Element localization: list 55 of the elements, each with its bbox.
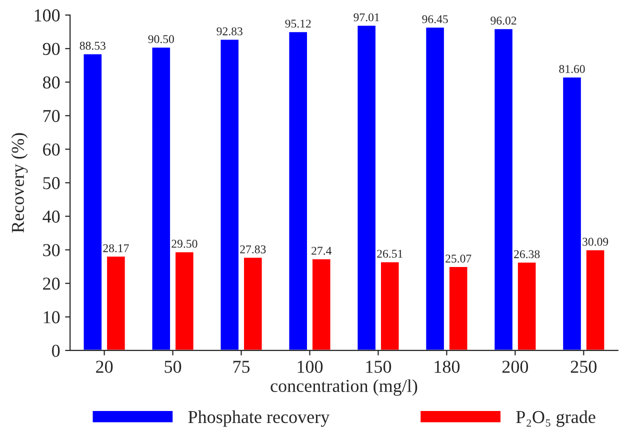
bar	[150, 46, 172, 350]
data-label: 90.50	[148, 35, 174, 44]
data-label: 25.07	[446, 254, 472, 263]
bar	[585, 248, 606, 350]
data-label: 27.83	[240, 245, 266, 254]
y-tick-label: 0	[52, 344, 60, 357]
y-tick-label: 90	[42, 42, 60, 56]
y-tick-label: 40	[42, 210, 60, 223]
bar	[311, 258, 332, 350]
y-tick-label: 50	[43, 177, 60, 190]
data-label: 29.50	[172, 240, 198, 248]
bar	[106, 255, 126, 350]
bar	[356, 24, 377, 350]
bar	[82, 52, 103, 350]
data-label: 96.45	[422, 15, 448, 24]
y-tick-label: 60	[43, 143, 60, 156]
legend-label: Phosphate recovery	[188, 410, 330, 427]
data-label: 88.53	[80, 42, 106, 50]
bar	[174, 250, 195, 350]
legend-label: P₂O₅ grade	[516, 410, 596, 427]
data-label: 26.38	[514, 250, 540, 258]
bar	[448, 266, 469, 350]
y-tick-label: 100	[34, 9, 60, 22]
x-tick-label: 20	[96, 360, 113, 373]
y-tick-label: 80	[42, 76, 60, 89]
data-label: 27.4	[312, 246, 332, 255]
x-tick-label: 150	[366, 360, 392, 373]
x-tick-label: 100	[298, 360, 323, 373]
data-label: 96.02	[490, 16, 516, 25]
x-tick-label: 50	[164, 360, 182, 373]
data-label: 95.12	[285, 20, 311, 28]
bar	[380, 260, 400, 350]
y-tick-label: 10	[44, 311, 60, 324]
bar	[242, 256, 264, 350]
bar	[219, 38, 240, 350]
x-axis-title: concentration (mg/l)	[270, 379, 418, 396]
bar	[493, 28, 514, 350]
y-axis-title: Recovery (%)	[11, 133, 28, 233]
data-label: 97.01	[354, 13, 380, 22]
bar	[288, 30, 308, 350]
bar	[516, 261, 538, 350]
bar	[562, 76, 582, 350]
y-tick-label: 20	[43, 278, 60, 290]
x-tick-label: 250	[570, 360, 597, 373]
y-tick-label: 70	[43, 110, 60, 122]
x-tick-label: 180	[434, 360, 460, 373]
y-tick-label: 30	[43, 244, 60, 256]
x-tick-label: 75	[233, 360, 250, 373]
x-tick-label: 200	[502, 360, 528, 373]
data-label: 81.60	[559, 65, 585, 74]
data-label: 28.17	[103, 244, 129, 252]
data-label: 26.51	[377, 250, 402, 258]
data-label: 30.09	[582, 238, 608, 246]
bar	[424, 26, 446, 350]
data-label: 92.83	[216, 27, 242, 36]
